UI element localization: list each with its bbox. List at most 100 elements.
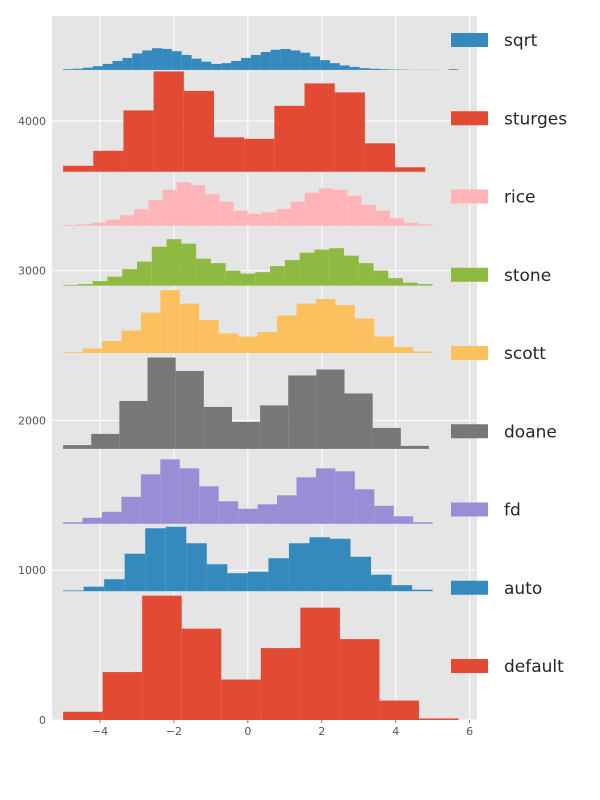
bar-rice-9 [191, 185, 206, 226]
bar-sqrt-26 [320, 60, 331, 70]
bar-fd-11 [277, 495, 297, 524]
bar-sqrt-6 [122, 57, 133, 70]
bar-scott-14 [335, 305, 355, 354]
bar-scott-4 [140, 312, 161, 354]
bar-sqrt-21 [270, 49, 281, 70]
bar-rice-17 [304, 192, 319, 226]
bar-sqrt-2 [82, 67, 93, 70]
bar-stone-6 [151, 246, 167, 286]
bar-fd-8 [218, 501, 239, 524]
legend-item-rice: rice [451, 188, 536, 208]
bar-rice-7 [162, 189, 177, 226]
bar-doane-3 [147, 357, 176, 449]
bar-sqrt-27 [330, 63, 340, 70]
bar-sqrt-5 [112, 60, 123, 70]
bar-sqrt-12 [181, 54, 192, 70]
legend-label-auto: auto [504, 579, 542, 599]
bar-default-2 [142, 595, 182, 720]
bar-rice-21 [361, 204, 376, 226]
bar-stone-11 [225, 270, 241, 286]
legend-label-sqrt: sqrt [504, 31, 538, 51]
y-tick-label-0: 0 [39, 714, 46, 727]
bar-auto-5 [165, 526, 187, 592]
x-tick-label-2: 0 [244, 725, 251, 738]
bar-stone-9 [196, 258, 211, 286]
x-tick-label-0: −4 [92, 725, 108, 738]
bar-stone-22 [388, 278, 404, 286]
bar-sqrt-13 [191, 58, 202, 70]
bar-sqrt-16 [221, 63, 232, 70]
bar-scott-13 [315, 299, 336, 354]
legend-swatch-scott [451, 346, 488, 360]
bar-fd-9 [238, 508, 258, 524]
bar-sqrt-31 [369, 68, 380, 70]
bar-stone-18 [329, 248, 344, 286]
bar-sqrt-4 [102, 63, 113, 70]
bar-rice-19 [333, 189, 348, 226]
bar-fd-4 [140, 474, 161, 524]
bar-sturges-2 [123, 110, 154, 172]
bar-stone-12 [240, 273, 256, 286]
bar-scott-7 [199, 320, 219, 354]
legend-label-doane: doane [504, 422, 557, 442]
bar-sqrt-14 [201, 61, 212, 70]
y-tick-label-4: 4000 [18, 115, 46, 128]
legend-label-stone: stone [504, 266, 551, 286]
legend-item-doane: doane [451, 422, 557, 442]
bar-default-3 [181, 628, 222, 720]
bar-sqrt-19 [250, 54, 261, 70]
bar-doane-0 [63, 445, 92, 449]
bar-rice-1 [77, 224, 92, 226]
bar-sturges-7 [274, 105, 305, 172]
bar-stone-16 [299, 252, 315, 286]
bar-rice-6 [148, 200, 163, 226]
bar-stone-13 [255, 272, 271, 286]
bar-auto-13 [329, 538, 351, 592]
bar-rice-20 [347, 195, 362, 226]
legend-swatch-sturges [451, 111, 488, 126]
bar-auto-3 [124, 553, 146, 592]
bar-sturges-6 [244, 138, 275, 172]
bar-fd-12 [296, 477, 316, 524]
bar-doane-4 [175, 370, 204, 449]
legend-item-sturges: sturges [451, 109, 567, 129]
bar-stone-14 [270, 266, 285, 286]
legend-item-fd: fd [451, 501, 521, 521]
bar-sqrt-24 [300, 52, 311, 70]
bar-stone-24 [417, 284, 433, 286]
legend-swatch-rice [451, 189, 488, 204]
bar-doane-10 [344, 393, 373, 449]
bar-sqrt-25 [310, 56, 321, 70]
bar-rice-14 [262, 212, 277, 226]
bar-fd-5 [160, 459, 180, 524]
bar-stone-3 [107, 276, 123, 286]
x-tick-label-3: 2 [318, 725, 325, 738]
series-doane [63, 357, 429, 449]
bar-rice-4 [119, 215, 135, 226]
bar-scott-3 [121, 330, 141, 354]
bar-sqrt-9 [152, 48, 162, 70]
bar-doane-1 [91, 433, 120, 449]
bar-doane-11 [372, 427, 401, 449]
bar-scott-9 [238, 336, 258, 354]
bar-scott-6 [179, 303, 200, 354]
bar-sqrt-15 [211, 63, 222, 70]
bar-fd-13 [315, 468, 336, 524]
bar-scott-15 [354, 318, 375, 354]
bar-sqrt-22 [280, 48, 291, 70]
bar-doane-7 [260, 405, 289, 449]
bar-doane-5 [203, 406, 232, 449]
bar-scott-16 [374, 336, 394, 354]
bar-default-0 [63, 711, 103, 720]
bar-default-4 [221, 679, 261, 720]
bar-rice-16 [290, 201, 305, 226]
bar-sqrt-17 [231, 60, 242, 70]
legend-swatch-fd [451, 502, 488, 517]
bar-rice-13 [247, 213, 263, 226]
bar-auto-7 [206, 564, 228, 592]
bar-fd-18 [413, 522, 433, 524]
bar-doane-2 [119, 400, 148, 449]
bar-auto-17 [412, 589, 433, 592]
bar-scott-11 [277, 315, 297, 354]
